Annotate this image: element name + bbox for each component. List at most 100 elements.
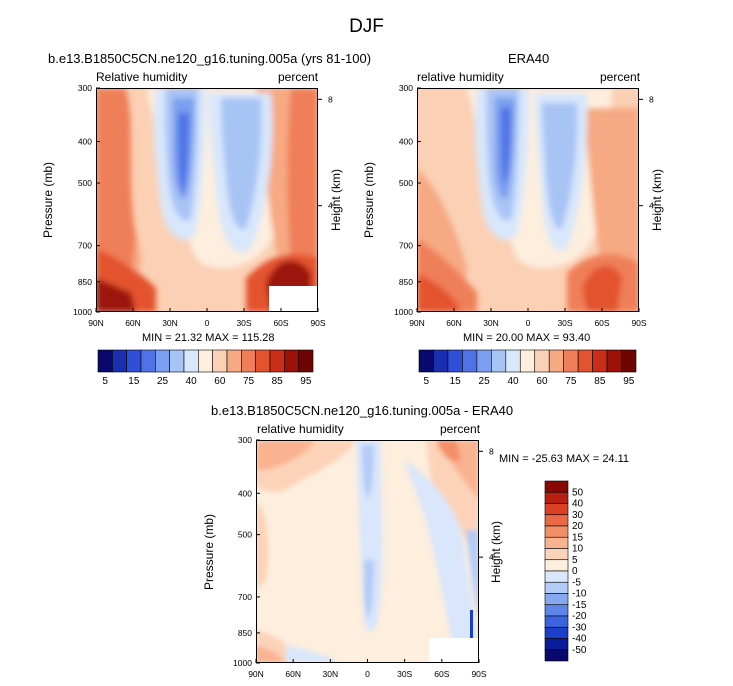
diff-colorbar-label: 50 [572,487,584,498]
diff-colorbar-label: -50 [572,645,587,656]
obs-colorbar-label: 75 [565,376,577,387]
model-colorbar-label: 5 [102,376,108,387]
diff-colorbar-swatch [544,491,569,504]
model-missing-region [269,286,318,312]
diff-y2-tick-label: 8 [489,446,494,456]
obs-y-tick-label: 300 [399,83,413,93]
model-colorbar-label: 75 [243,376,255,387]
model-y2-tick-label: 8 [328,94,333,104]
obs-colorbar-label: 15 [450,376,462,387]
model-x-tick-label: 90S [310,318,325,328]
diff-region-sh-neg2 [466,530,479,620]
diff-region-eq-neg3 [364,560,374,620]
diff-colorbar-swatch [544,536,569,549]
model-region-sh-drier [221,98,262,230]
diff-colorbar-swatch [544,615,569,628]
model-y-axis-label: Pressure (mb) [41,162,55,238]
model-x-tick-label: 90N [88,318,104,328]
obs-x-tick-label: 30S [557,318,572,328]
diff-colorbar-swatch [544,559,569,572]
model-colorbar-label: 95 [300,376,312,387]
diff-colorbar-swatch [544,525,569,538]
obs-y-tick-label: 700 [399,241,413,251]
obs-y2-tick-label: 4 [649,201,654,211]
model-y-tick-label: 1000 [73,307,92,317]
model-y-tick-label: 500 [78,178,92,188]
obs-y-axis-label: Pressure (mb) [362,162,376,238]
model-x-tick-label: 60N [125,318,141,328]
diff-y-axis-label: Pressure (mb) [202,514,216,590]
model-contour-plot [96,88,318,312]
obs-region-nh-max [417,273,462,312]
model-region-nh-min [178,113,189,193]
diff-colorbar-label: 10 [572,544,584,555]
diff-region-nh-bl-pos2 [256,645,286,663]
diff-region-sh-neg [406,460,479,663]
obs-y-tick-label: 1000 [394,307,413,317]
diff-colorbar-label: 15 [572,532,584,543]
model-colorbar-swatch [298,349,314,373]
obs-x-tick-label: 30N [483,318,499,328]
obs-left-label: relative humidity [417,70,504,84]
diff-colorbar-label: -20 [572,611,587,622]
diff-x-tick-label: 0 [365,669,370,679]
diff-y-tick-label: 700 [238,592,252,602]
diff-region-sh-upper-pos3 [436,440,461,462]
obs-minmax: MIN = 20.00 MAX = 93.40 [463,332,591,344]
diff-x-tick-label: 90N [248,669,264,679]
diff-right-label: percent [440,422,481,436]
model-colorbar-label: 85 [272,376,284,387]
diff-contour-plot [256,440,479,663]
diff-y-tick-label: 1000 [233,658,252,668]
diff-colorbar-label: -10 [572,589,587,600]
diff-y2-axis-label: Height (km) [489,521,503,583]
obs-region-sh-drier [542,103,578,229]
diff-colorbar-swatch [544,649,569,662]
diff-colorbar-swatch [544,604,569,617]
figure-title: DJF [349,16,384,37]
model-colorbar-label: 25 [157,376,169,387]
diff-region-nh-upper-pos2 [256,440,316,470]
model-y-tick-label: 400 [78,137,92,147]
obs-x-tick-label: 90N [409,318,425,328]
diff-colorbar-swatch [544,638,569,651]
obs-colorbar-label: 40 [507,376,519,387]
obs-region-sh-max [582,265,622,312]
model-y-tick-label: 300 [78,83,92,93]
diff-colorbar-swatch [544,593,569,606]
obs-colorbar-label: 60 [536,376,548,387]
obs-contour-plot [417,88,639,312]
diff-colorbar-label: 5 [572,555,578,566]
diff-x-tick-label: 30N [323,669,339,679]
model-x-tick-label: 30N [162,318,178,328]
model-x-tick-label: 60S [273,318,288,328]
model-colorbar-label: 40 [186,376,198,387]
obs-x-tick-label: 60S [594,318,609,328]
model-colorbar-label: 60 [214,376,226,387]
obs-colorbar-label: 25 [479,376,491,387]
diff-y2-tick-label: 4 [489,552,494,562]
model-panel-title: b.e13.B1850C5CN.ne120_g16.tuning.005a (y… [48,51,372,66]
obs-y2-axis-label: Height (km) [650,169,664,231]
model-colorbar-label: 15 [128,376,140,387]
obs-x-tick-label: 90S [631,318,646,328]
diff-colorbar-swatch [544,503,569,516]
diff-colorbar-label: -15 [572,600,587,611]
diff-colorbar-swatch [544,480,569,493]
diff-y-tick-label: 500 [238,530,252,540]
diff-region-eq-neg2 [362,445,374,500]
obs-y-tick-label: 500 [399,178,413,188]
diff-colorbar-label: 30 [572,510,584,521]
obs-right-label: percent [600,70,641,84]
diff-minmax: MIN = -25.63 MAX = 24.11 [499,453,630,465]
diff-colorbar-swatch [544,581,569,594]
diff-colorbar-swatch [544,548,569,561]
diff-colorbar-swatch [544,626,569,639]
diff-colorbar-label: -30 [572,622,587,633]
diff-left-label: relative humidity [257,422,344,436]
diff-x-tick-label: 30S [397,669,412,679]
